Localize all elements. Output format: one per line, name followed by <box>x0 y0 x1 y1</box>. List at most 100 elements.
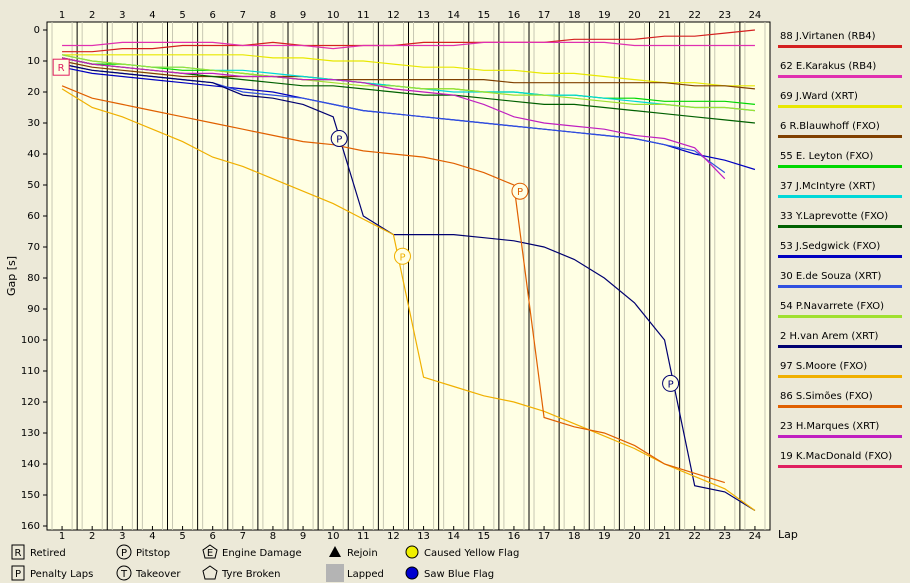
legend-swatch <box>778 465 902 468</box>
key-symbol <box>202 544 218 559</box>
x-tick-label-top: 13 <box>417 10 430 21</box>
x-tick-label-top: 7 <box>240 10 246 21</box>
key-label: Lapped <box>347 569 384 580</box>
series-line <box>62 29 755 53</box>
x-tick-label: 5 <box>179 531 185 542</box>
x-tick-label: 22 <box>688 531 701 542</box>
legend-label: 54 P.Navarrete (FXO) <box>780 301 884 312</box>
legend-swatch <box>778 225 902 228</box>
key-symbol <box>326 564 344 582</box>
legend-swatch <box>778 165 902 168</box>
event-marker <box>52 58 70 76</box>
key-symbol <box>202 565 218 580</box>
x-tick-label-top: 2 <box>89 10 95 21</box>
legend-label: 88 J.Virtanen (RB4) <box>780 31 876 42</box>
legend-label: 33 Y.Laprevotte (FXO) <box>780 211 888 222</box>
legend-swatch <box>778 135 902 138</box>
x-tick-label: 18 <box>568 531 581 542</box>
legend-label: 55 E. Leyton (FXO) <box>780 151 873 162</box>
legend-label: 2 H.van Arem (XRT) <box>780 331 879 342</box>
event-marker <box>330 130 348 147</box>
marks: P P P P R <box>52 29 756 512</box>
legend-swatch <box>778 45 902 48</box>
legend-label: 97 S.Moore (FXO) <box>780 361 867 372</box>
x-tick-label-top: 22 <box>688 10 701 21</box>
key-symbol-letter: E <box>207 548 213 559</box>
event-label: P <box>517 187 523 198</box>
x-tick-label: 2 <box>89 531 95 542</box>
x-tick-label-top: 12 <box>387 10 400 21</box>
y-tick-label: 20 <box>27 87 40 98</box>
x-tick-label: 16 <box>508 531 521 542</box>
key-symbol-letter: R <box>15 548 22 559</box>
series-line <box>61 88 756 511</box>
y-tick-label: 10 <box>27 56 40 67</box>
x-tick-label-top: 11 <box>357 10 370 21</box>
x-tick-label: 21 <box>658 531 671 542</box>
key-symbol-letter: T <box>120 569 128 580</box>
key-label: Pitstop <box>136 548 170 559</box>
key-label: Saw Blue Flag <box>424 569 494 580</box>
x-tick-label: 20 <box>628 531 641 542</box>
legend-swatch <box>778 405 902 408</box>
event-label: P <box>336 135 342 146</box>
legend-label: 86 S.Simões (FXO) <box>780 391 873 402</box>
series-line <box>62 54 755 87</box>
x-tick-label: 7 <box>240 531 246 542</box>
x-tick-label-top: 17 <box>538 10 551 21</box>
series-line <box>61 54 755 112</box>
key-symbol <box>405 566 419 580</box>
legend-label: 23 H.Marques (XRT) <box>780 421 879 432</box>
legend-label: 30 E.de Souza (XRT) <box>780 271 882 282</box>
x-tick-label: 12 <box>387 531 400 542</box>
key-symbol <box>329 546 341 557</box>
key-symbol <box>116 565 132 581</box>
legend-swatch <box>778 105 902 108</box>
y-tick-label: 80 <box>27 273 40 284</box>
y-tick-label: 70 <box>27 242 40 253</box>
x-tick-label: 14 <box>447 531 460 542</box>
y-tick-label: 60 <box>27 211 40 222</box>
key-symbol <box>11 544 25 560</box>
legend-swatch <box>778 315 902 318</box>
event-marker <box>662 374 680 392</box>
legend-label: 69 J.Ward (XRT) <box>780 91 858 102</box>
legend-label: 53 J.Sedgwick (FXO) <box>780 241 880 252</box>
key-symbol <box>11 565 25 581</box>
x-tick-label: 8 <box>270 531 276 542</box>
y-tick-label: 40 <box>27 149 40 160</box>
key-symbol <box>116 544 132 560</box>
x-tick-label: 3 <box>119 531 125 542</box>
x-tick-label-top: 19 <box>598 10 611 21</box>
event-label: P <box>668 379 674 390</box>
x-tick-label: 23 <box>718 531 731 542</box>
event-marker <box>393 247 411 265</box>
series-line <box>61 60 755 90</box>
event-label: R <box>58 63 65 74</box>
x-tick-label-top: 10 <box>327 10 340 21</box>
x-tick-label-top: 6 <box>210 10 216 21</box>
x-tick-label: 24 <box>749 531 762 542</box>
x-tick-label-top: 20 <box>628 10 641 21</box>
x-tick-label: 15 <box>477 531 490 542</box>
x-tick-label: 9 <box>300 531 306 542</box>
x-tick-label-top: 1 <box>59 10 65 21</box>
x-tick-label-top: 8 <box>270 10 276 21</box>
x-tick-label-top: 14 <box>447 10 460 21</box>
y-tick-label: 120 <box>21 397 40 408</box>
legend-swatch <box>778 255 902 258</box>
x-axis-label: Lap <box>778 528 798 541</box>
y-tick-label: 50 <box>27 180 40 191</box>
key-symbol <box>405 545 419 559</box>
x-tick-label-top: 16 <box>508 10 521 21</box>
x-tick-label: 4 <box>149 531 155 542</box>
legend-swatch <box>778 75 902 78</box>
series-line <box>62 41 755 50</box>
x-tick-label-top: 21 <box>658 10 671 21</box>
key-label: Engine Damage <box>222 548 302 559</box>
y-axis-label: Gap [s] <box>5 256 18 296</box>
x-tick-label-top: 15 <box>477 10 490 21</box>
x-tick-label: 6 <box>210 531 216 542</box>
legend-label: 37 J.McIntyre (XRT) <box>780 181 876 192</box>
